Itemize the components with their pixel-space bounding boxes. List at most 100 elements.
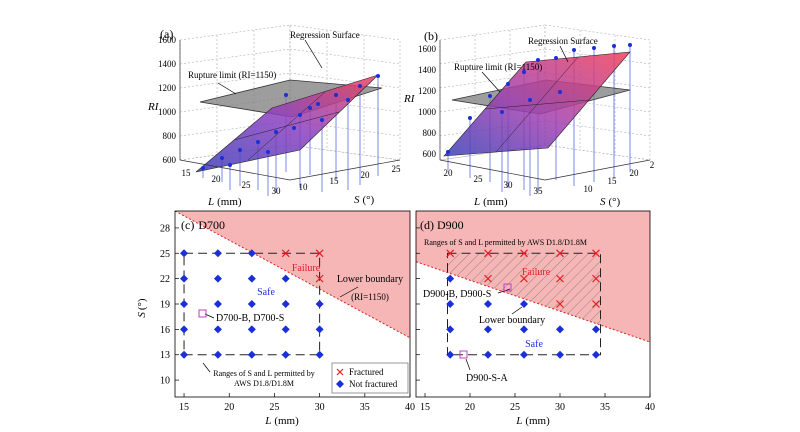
panel-d-scatter: 15 20 25 30 35 40 (d) D900 Ranges of S and L p… [415,210,655,427]
panel-a-z-tick: 1400 [158,59,177,69]
not-fractured-point [247,249,256,258]
fractured-point [592,249,600,258]
panel-d-hatched-failure-in-range [447,253,601,326]
panel-c-fractured-points [281,249,324,283]
not-fractured-point [520,300,528,308]
x-tick-label: 35 [360,402,370,413]
panel-c-permitted-label-2: AWS D1.8/D1.8M [234,379,294,388]
legend-fractured-marker [336,368,344,376]
not-fractured-point [446,300,455,308]
panel-c-boundary-sublabel: (RI=1150) [351,292,389,302]
panel-b-zlabel: RI [403,93,416,105]
panel-d-x-axis: 15 20 25 30 35 40 [420,393,655,413]
not-fractured-point [213,350,222,359]
panel-d-label: (d) D900 [420,218,464,232]
panel-a-label: (a) [160,27,173,41]
panel-d-highlight-label-2: D900-S-A [466,373,508,384]
panel-c-safe-label: Safe [257,287,275,298]
y-tick-label: 16 [160,325,170,336]
not-fractured-point [213,325,222,334]
panel-b-l-tick: 35 [534,186,544,196]
not-fractured-point [484,300,492,308]
not-fractured-point [213,300,222,308]
panel-a-points [201,74,380,170]
panel-d-not-fractured-points [446,274,600,359]
not-fractured-point [247,300,256,308]
not-fractured-point [520,350,528,359]
panel-a-s-tick: 10 [299,182,309,192]
not-fractured-point [180,274,189,283]
x-tick-label: 15 [420,402,430,413]
panel-c-scatter: 15 20 25 30 35 40 10 13 16 19 22 25 28 (c) D700 Fail… [136,210,415,427]
fractured-point [556,249,564,258]
panel-b-z-tick: 1600 [418,44,437,54]
panel-d-fractured-points [446,249,600,308]
fractured-point [315,249,324,258]
panel-b-z-tick: 800 [423,128,437,138]
panel-c-highlight-marker [198,309,207,318]
panel-d-lower-boundary [416,261,650,343]
fractured-point [592,300,600,308]
x-tick-label: 25 [510,402,520,413]
panel-b-l-tick: 25 [474,174,484,184]
panel-d-boundary-label: Lower boundary [479,315,545,326]
panel-b-z-tick: 1000 [418,107,437,117]
not-fractured-point [520,325,528,334]
not-fractured-point [281,274,290,283]
panel-a-regression-label: Regression Surface [290,30,360,40]
x-tick-label: 35 [600,402,610,413]
panel-c-failure-label: Failure [292,263,321,274]
panel-c-label: (c) D700 [181,218,225,232]
panel-a-l-tick: 25 [242,180,252,190]
panel-c-ylabel: S(°) [136,298,148,318]
panel-a-xlabel: L (mm) [207,196,242,208]
not-fractured-point [213,249,222,258]
x-tick-label: 30 [555,402,565,413]
not-fractured-point [180,300,189,308]
panel-d-highlight-label-1: D900-B, D900-S [423,289,491,300]
panel-a-s-tick: 20 [361,170,371,180]
panel-a-l-tick: 30 [272,186,282,196]
not-fractured-point [281,325,290,334]
panel-a-l-tick: 15 [182,168,192,178]
panel-d-highlight-marker-1 [503,283,512,292]
panel-d-failure-label: Failure [522,267,551,278]
panel-c-not-fractured-points [180,249,324,359]
panel-b-s-tick: 20 [630,168,640,178]
y-tick-label: 22 [160,274,170,285]
panel-b-xlabel: L (mm) [473,196,508,208]
not-fractured-point [484,350,492,359]
not-fractured-point [180,325,189,334]
not-fractured-point [315,350,324,359]
panel-d-permitted-label: Ranges of S and L permitted by AWS D1.8/… [424,238,587,247]
panel-d-xlabel: L (mm) [515,415,550,427]
panel-a-rupture-label: Rupture limit (RI=1150) [188,70,276,80]
panel-a-z-tick: 800 [163,131,177,141]
not-fractured-point [247,350,256,359]
legend-not-fractured-marker [336,380,344,388]
panel-c-permitted-label-1: Ranges of S and L permitted by [213,369,314,378]
panel-b-ylabel: S (°) [600,196,621,208]
fractured-point [281,249,290,258]
x-tick-label: 20 [465,402,475,413]
not-fractured-point [180,350,189,359]
fractured-point [484,249,492,258]
fractured-point [592,274,600,283]
panel-a-s-tick: 15 [330,176,340,186]
y-tick-label: 19 [160,300,170,311]
not-fractured-point [247,325,256,334]
panel-b-rupture-label: Rupture limit (RI=1150) [454,62,542,72]
panel-d-y-axis [416,227,420,381]
panel-b-z-tick: 1400 [418,65,437,75]
panel-b-s-tick: 15 [608,176,618,186]
not-fractured-point [213,274,222,283]
panel-d-highlight-marker-2 [459,350,468,359]
panel-a-3d-surface: Rupture limit (RI=1150) Regression Surfa… [147,24,401,208]
panel-c-legend: Fractured Not fractured [331,362,409,394]
x-tick-label: 40 [405,402,415,413]
x-tick-label: 20 [224,402,234,413]
panel-c-lower-boundary [175,211,410,339]
panel-b-l-tick: 20 [444,168,454,178]
y-tick-label: 28 [160,223,170,234]
